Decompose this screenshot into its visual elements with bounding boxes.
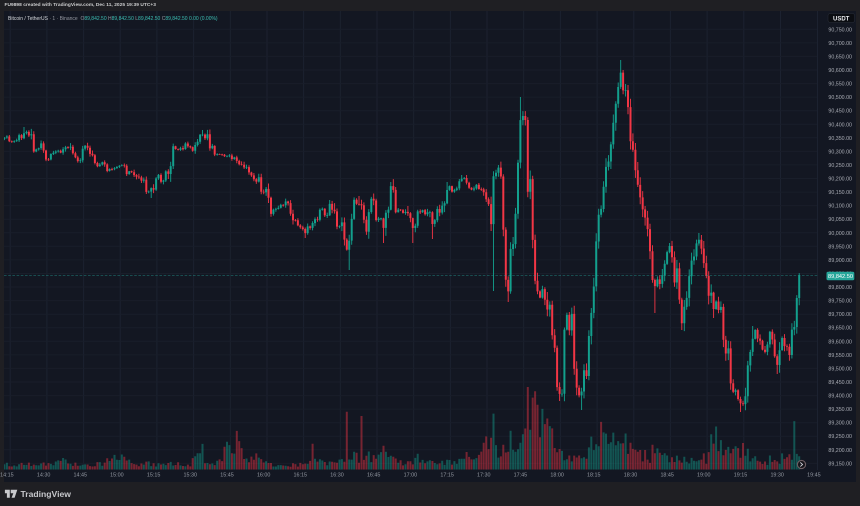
svg-text:90,600.00: 90,600.00 xyxy=(828,68,852,74)
svg-text:89,350.00: 89,350.00 xyxy=(828,407,852,413)
svg-text:18:30: 18:30 xyxy=(624,473,638,479)
svg-text:17:45: 17:45 xyxy=(514,473,528,479)
svg-text:90,750.00: 90,750.00 xyxy=(828,27,852,33)
svg-text:90,550.00: 90,550.00 xyxy=(828,82,852,88)
svg-text:89,450.00: 89,450.00 xyxy=(828,380,852,386)
svg-text:18:45: 18:45 xyxy=(660,473,674,479)
svg-text:89,200.00: 89,200.00 xyxy=(828,448,852,454)
svg-text:89,650.00: 89,650.00 xyxy=(828,326,852,332)
svg-text:89,700.00: 89,700.00 xyxy=(828,312,852,318)
svg-text:90,350.00: 90,350.00 xyxy=(828,136,852,142)
svg-text:90,400.00: 90,400.00 xyxy=(828,122,852,128)
svg-text:90,650.00: 90,650.00 xyxy=(828,54,852,60)
svg-text:16:30: 16:30 xyxy=(330,473,344,479)
svg-text:15:30: 15:30 xyxy=(184,473,198,479)
svg-text:89,600.00: 89,600.00 xyxy=(828,339,852,345)
svg-text:90,700.00: 90,700.00 xyxy=(828,41,852,47)
svg-text:17:15: 17:15 xyxy=(440,473,454,479)
svg-text:90,450.00: 90,450.00 xyxy=(828,109,852,115)
svg-text:90,150.00: 90,150.00 xyxy=(828,190,852,196)
svg-text:89,800.00: 89,800.00 xyxy=(828,285,852,291)
svg-text:90,000.00: 90,000.00 xyxy=(828,231,852,237)
svg-text:17:00: 17:00 xyxy=(404,473,418,479)
svg-text:18:15: 18:15 xyxy=(587,473,601,479)
svg-text:89,900.00: 89,900.00 xyxy=(828,258,852,264)
svg-text:90,200.00: 90,200.00 xyxy=(828,177,852,183)
svg-text:89,550.00: 89,550.00 xyxy=(828,353,852,359)
svg-text:18:00: 18:00 xyxy=(550,473,564,479)
svg-text:14:15: 14:15 xyxy=(0,473,14,479)
svg-text:TradingView: TradingView xyxy=(21,489,72,499)
svg-text:89,400.00: 89,400.00 xyxy=(828,394,852,400)
svg-text:15:15: 15:15 xyxy=(147,473,161,479)
svg-text:19:30: 19:30 xyxy=(770,473,784,479)
svg-text:19:15: 19:15 xyxy=(734,473,748,479)
svg-text:16:15: 16:15 xyxy=(294,473,308,479)
svg-text:14:30: 14:30 xyxy=(37,473,51,479)
svg-text:15:00: 15:00 xyxy=(110,473,124,479)
svg-text:89,842.50: 89,842.50 xyxy=(828,274,853,280)
svg-text:89,500.00: 89,500.00 xyxy=(828,366,852,372)
svg-text:16:45: 16:45 xyxy=(367,473,381,479)
svg-text:19:00: 19:00 xyxy=(697,473,711,479)
svg-text:14:45: 14:45 xyxy=(74,473,88,479)
svg-text:Bitcoin / TetherUS · 1 · Binan: Bitcoin / TetherUS · 1 · Binance O89,842… xyxy=(8,16,218,22)
svg-text:90,100.00: 90,100.00 xyxy=(828,204,852,210)
svg-text:16:00: 16:00 xyxy=(257,473,271,479)
svg-text:89,750.00: 89,750.00 xyxy=(828,299,852,305)
svg-text:19:45: 19:45 xyxy=(807,473,821,479)
svg-text:USDT: USDT xyxy=(833,16,850,22)
svg-text:17:30: 17:30 xyxy=(477,473,491,479)
svg-text:15:45: 15:45 xyxy=(220,473,234,479)
svg-text:90,300.00: 90,300.00 xyxy=(828,149,852,155)
svg-text:89,250.00: 89,250.00 xyxy=(828,434,852,440)
svg-text:89,300.00: 89,300.00 xyxy=(828,421,852,427)
svg-text:89,950.00: 89,950.00 xyxy=(828,244,852,250)
svg-text:90,050.00: 90,050.00 xyxy=(828,217,852,223)
svg-text:90,250.00: 90,250.00 xyxy=(828,163,852,169)
svg-text:89,150.00: 89,150.00 xyxy=(828,461,852,467)
svg-text:90,500.00: 90,500.00 xyxy=(828,95,852,101)
